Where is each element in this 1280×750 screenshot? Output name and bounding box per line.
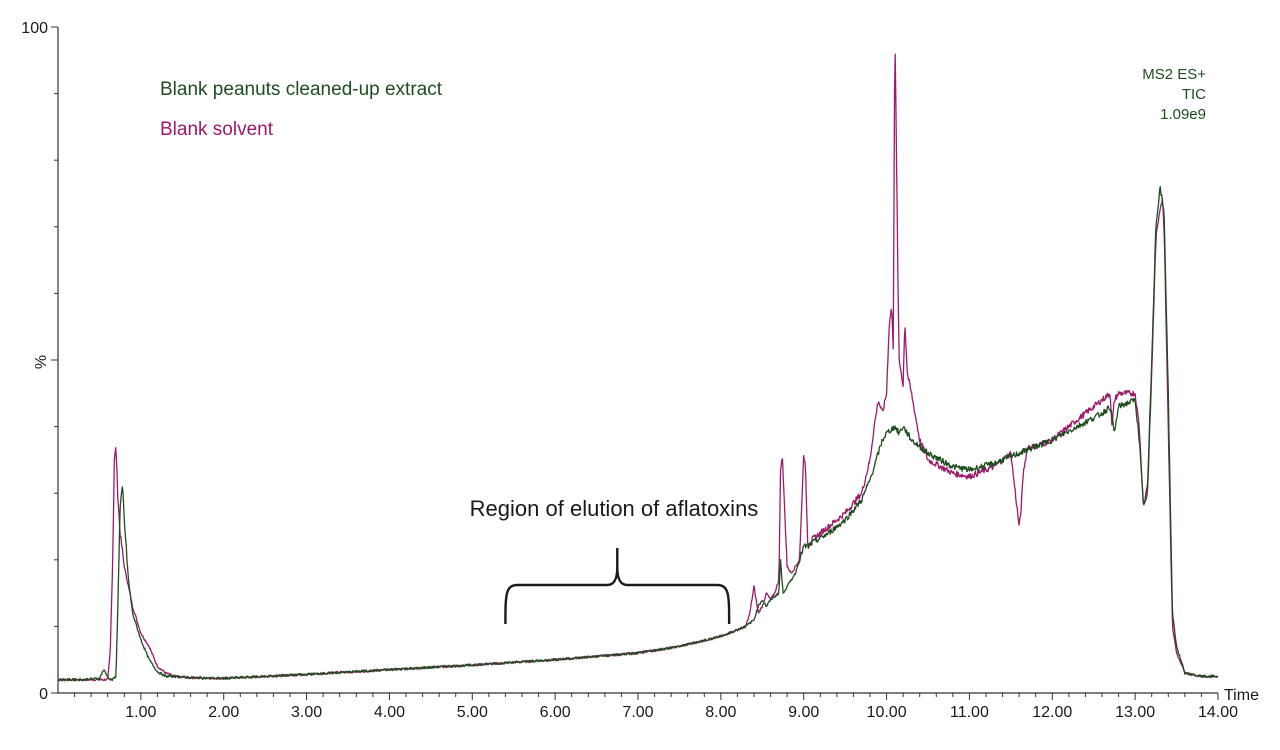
x-axis-label: Time xyxy=(1224,687,1259,704)
x-tick-label: 2.00 xyxy=(208,704,239,721)
x-tick-label: 14.00 xyxy=(1198,704,1238,721)
info-line-3: 1.09e9 xyxy=(1160,106,1206,123)
x-tick-label: 1.00 xyxy=(125,704,156,721)
x-tick-label: 7.00 xyxy=(622,704,653,721)
annotation-text: Region of elution of aflatoxins xyxy=(470,496,759,521)
x-tick-label: 4.00 xyxy=(374,704,405,721)
x-tick-label: 9.00 xyxy=(788,704,819,721)
legend-entry-solvent: Blank solvent xyxy=(160,119,274,140)
series-line-blank-peanuts-cleaned-up-extract xyxy=(57,186,1219,682)
x-tick-label: 6.00 xyxy=(540,704,571,721)
y-axis-label: % xyxy=(33,355,50,369)
x-tick-label: 12.00 xyxy=(1032,704,1072,721)
ticks: 1.00 2.00 3.00 4.00 5.00 6.00 7.00 8.00 9.00 10.0… xyxy=(21,20,1238,721)
info-line-1: MS2 ES+ xyxy=(1142,66,1206,83)
y-tick-label-0: 0 xyxy=(39,686,48,703)
x-tick-label: 11.00 xyxy=(950,704,989,721)
annotation-brace xyxy=(504,548,731,625)
info-line-2: TIC xyxy=(1182,86,1206,103)
y-tick-label-100: 100 xyxy=(21,20,48,37)
series-group xyxy=(57,53,1219,682)
x-tick-label: 8.00 xyxy=(705,704,736,721)
x-tick-label: 3.00 xyxy=(291,704,322,721)
x-tick-label: 10.00 xyxy=(867,704,907,721)
series-line-blank-solvent xyxy=(57,53,1219,682)
x-tick-label: 13.00 xyxy=(1115,704,1155,721)
x-tick-label: 5.00 xyxy=(457,704,488,721)
legend-entry-peanuts: Blank peanuts cleaned-up extract xyxy=(160,79,443,100)
